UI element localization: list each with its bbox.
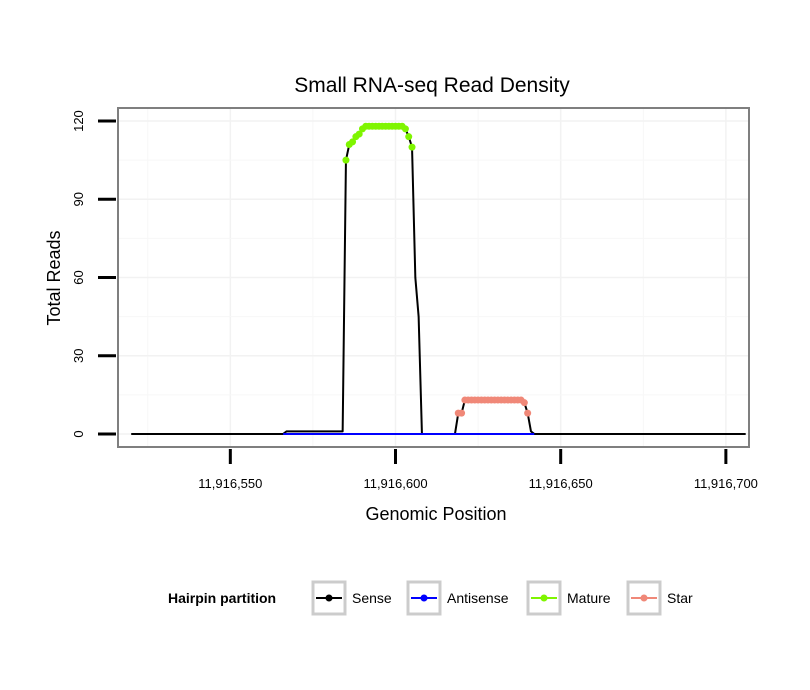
legend-point-antisense [420, 594, 428, 602]
y-axis-label: Total Reads [44, 230, 64, 325]
legend: Hairpin partition Sense Antisense Mature… [168, 580, 693, 616]
axes: 11,916,550 11,916,600 11,916,650 11,916,700… [71, 110, 758, 491]
x-tick-label: 11,916,700 [694, 476, 758, 491]
series-point-mature [342, 156, 350, 164]
legend-item-star: Star [626, 580, 693, 616]
chart-title: Small RNA-seq Read Density [294, 74, 570, 97]
legend-label-sense: Sense [352, 590, 392, 606]
series-point-star [520, 399, 528, 407]
legend-label-mature: Mature [567, 590, 611, 606]
x-tick-label: 11,916,600 [363, 476, 427, 491]
x-tick-label: 11,916,650 [529, 476, 593, 491]
x-axis-label: Genomic Position [365, 504, 506, 524]
legend-title: Hairpin partition [168, 590, 276, 606]
series-point-mature [405, 133, 413, 141]
legend-item-sense: Sense [311, 580, 392, 616]
legend-point-mature [540, 594, 548, 602]
y-tick-label: 90 [71, 192, 86, 206]
series-point-mature [401, 125, 409, 133]
y-tick-label: 0 [71, 430, 86, 437]
y-tick-label: 30 [71, 348, 86, 362]
legend-label-star: Star [667, 590, 693, 606]
x-tick-label: 11,916,550 [198, 476, 262, 491]
legend-label-antisense: Antisense [447, 590, 509, 606]
y-tick-label: 60 [71, 270, 86, 284]
series-point-mature [408, 143, 416, 151]
series-point-star [458, 409, 466, 417]
y-tick-label: 120 [71, 110, 86, 132]
legend-point-sense [325, 594, 333, 602]
legend-item-antisense: Antisense [406, 580, 509, 616]
legend-point-star [640, 594, 648, 602]
series-point-mature [349, 138, 357, 146]
series-point-star [524, 409, 532, 417]
series-layer [131, 122, 746, 435]
series-point-mature [355, 130, 363, 138]
legend-item-mature: Mature [526, 580, 611, 616]
